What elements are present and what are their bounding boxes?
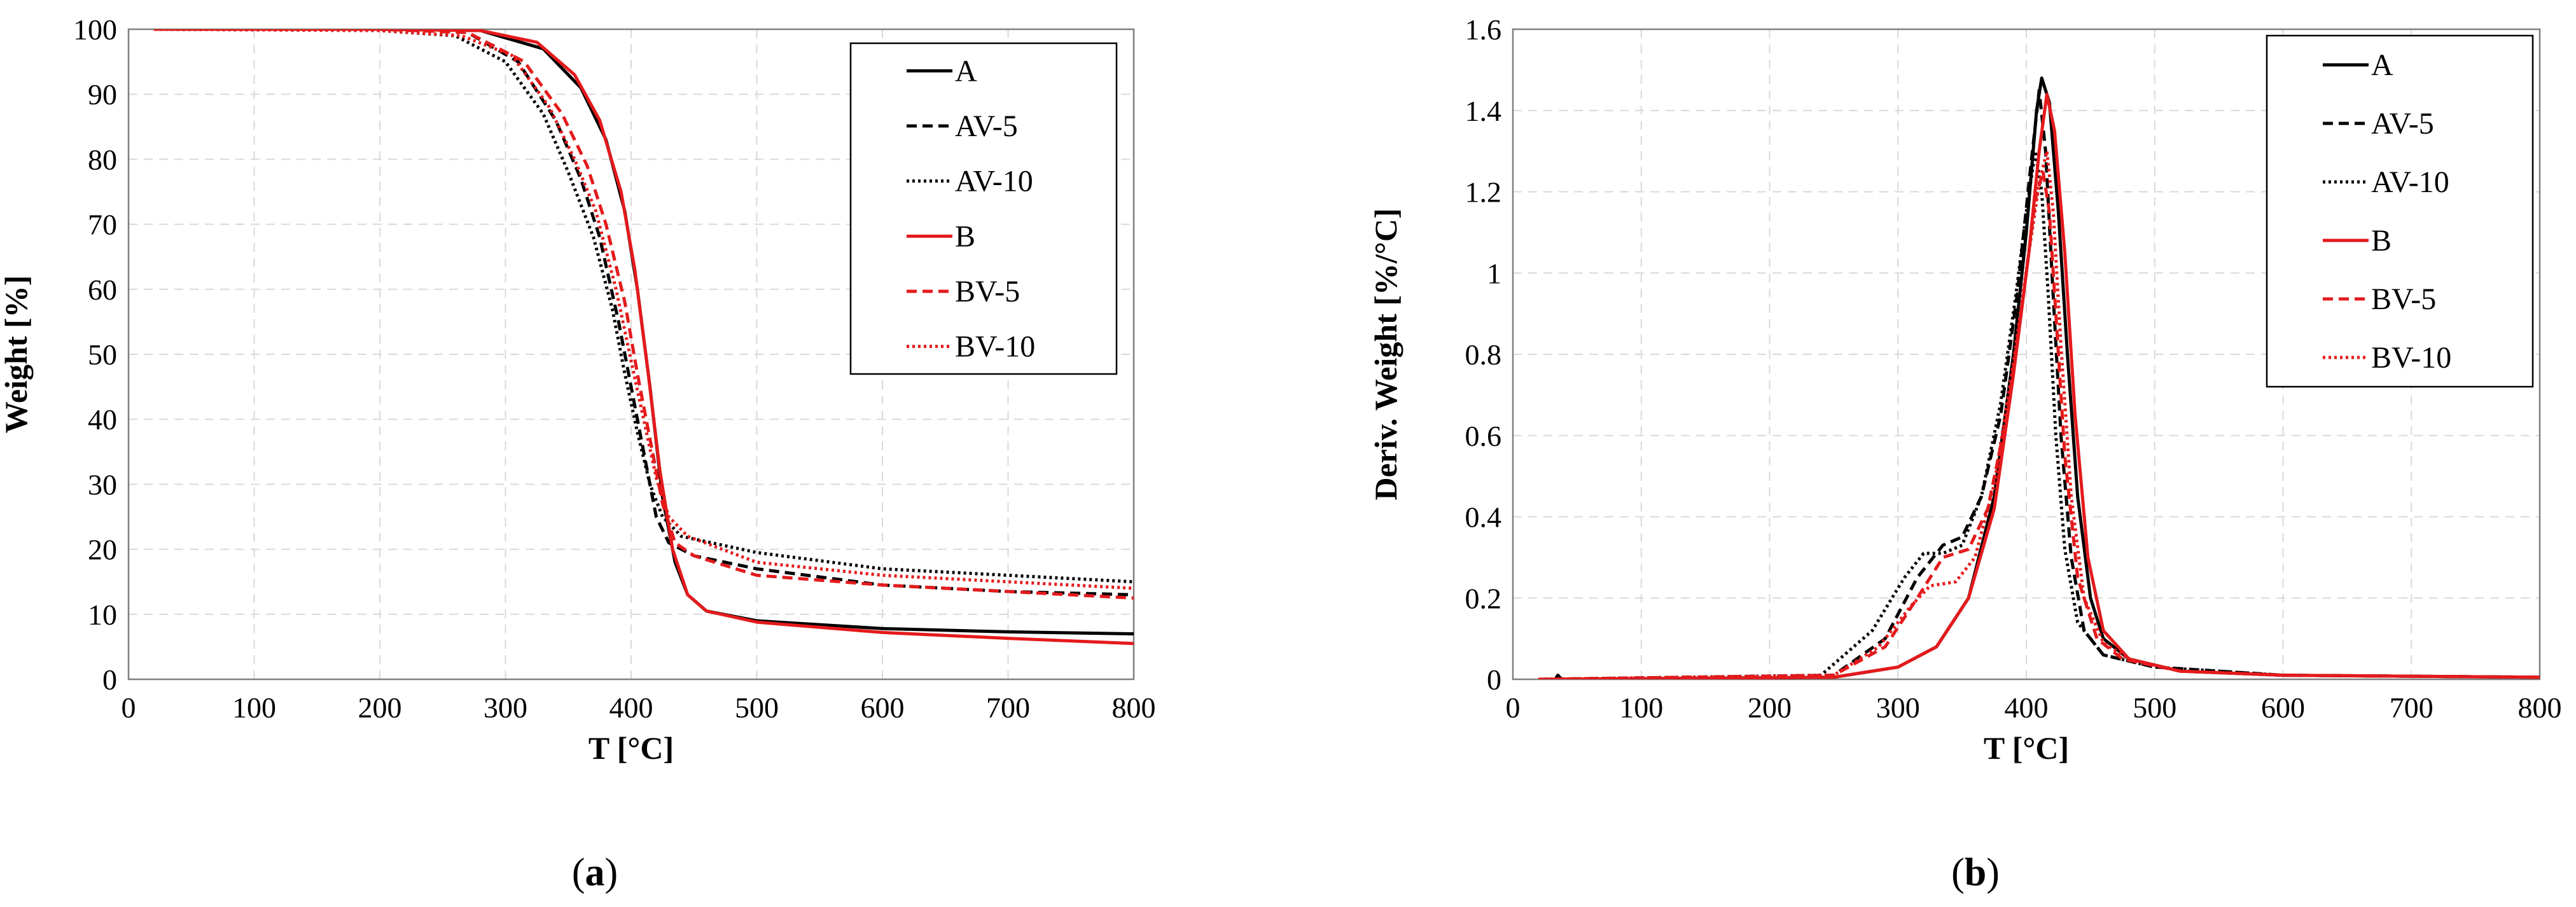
x-tick-label: 0 <box>1506 691 1521 724</box>
legend-label: B <box>955 219 975 253</box>
legend-label: AV-10 <box>955 165 1033 198</box>
y-axis-label: Deriv. Weight [%/°C] <box>1368 208 1403 500</box>
x-tick-label: 800 <box>1112 691 1156 724</box>
y-tick-label: 0.8 <box>1465 338 1502 371</box>
y-tick-label: 0.2 <box>1465 582 1502 614</box>
x-tick-label: 100 <box>1619 691 1663 724</box>
series-line-av-5 <box>1538 88 2540 679</box>
y-tick-label: 0 <box>102 663 117 696</box>
caption-close: ) <box>605 851 618 894</box>
x-tick-label: 800 <box>2518 691 2562 724</box>
legend-label: AV-10 <box>2371 165 2449 199</box>
legend-label: A <box>2371 48 2393 82</box>
legend-label: BV-10 <box>2371 341 2451 375</box>
caption-open: ( <box>572 851 585 894</box>
y-tick-label: 30 <box>88 468 117 501</box>
x-tick-label: 600 <box>2261 691 2305 724</box>
series-line-bv-10 <box>153 29 1134 590</box>
x-tick-label: 700 <box>2390 691 2433 724</box>
legend-label: A <box>955 54 977 88</box>
x-tick-label: 400 <box>609 691 653 724</box>
legend-label: AV-5 <box>2371 107 2434 141</box>
y-axis-label: Weight [%] <box>0 275 34 434</box>
plot-frame <box>127 28 1135 681</box>
series-line-av-10 <box>1538 149 2540 679</box>
panel-caption: (a) <box>572 851 618 894</box>
series-line-av-10 <box>153 29 1134 584</box>
chart-panel-a: 0 100 200 300 400 500 600 700 800 0 10 20 30 40 50 60 70… <box>0 13 1156 894</box>
legend-label: AV-5 <box>955 109 1018 143</box>
x-axis-label: T [°C] <box>1984 730 2069 766</box>
x-tick-label: 500 <box>2133 691 2176 724</box>
x-tick-label: 300 <box>1876 691 1920 724</box>
y-tick-label: 80 <box>88 143 117 176</box>
x-tick-label: 600 <box>861 691 905 724</box>
y-tick-label: 40 <box>88 403 117 436</box>
y-tick-label: 50 <box>88 338 117 371</box>
series-line-bv-5 <box>153 29 1134 600</box>
plot-frame <box>1512 28 2541 681</box>
x-tick-label: 700 <box>986 691 1030 724</box>
x-tick-label: 400 <box>2005 691 2049 724</box>
y-tick-label: 1 <box>1487 257 1501 289</box>
y-tick-label: 70 <box>88 209 117 241</box>
y-tick-label: 1.4 <box>1465 95 1502 127</box>
chart-panel-b: 0 100 200 300 400 500 600 700 800 0 0.2 0.4 0.6 0.8 1 1… <box>1368 13 2562 894</box>
y-tick-label: 1.2 <box>1465 176 1502 209</box>
x-tick-label: 500 <box>735 691 779 724</box>
caption-open: ( <box>1951 851 1965 894</box>
y-tick-label: 0 <box>1487 663 1501 696</box>
x-tick-label: 200 <box>1748 691 1792 724</box>
y-tick-label: 60 <box>88 273 117 306</box>
panel-caption: (b) <box>1951 851 2000 894</box>
y-tick-label: 0.4 <box>1465 501 1502 534</box>
caption-close: ) <box>1986 851 2000 894</box>
series-line-b <box>153 29 1134 646</box>
legend-box <box>2266 34 2534 388</box>
y-tick-label: 10 <box>88 599 117 631</box>
x-axis-label: T [°C] <box>588 730 674 766</box>
y-tick-label: 100 <box>73 13 117 46</box>
legend-box <box>849 42 1118 375</box>
series-line-bv-10 <box>1538 149 2540 679</box>
x-tick-label: 200 <box>358 691 402 724</box>
legend-label: BV-5 <box>955 275 1020 308</box>
legend-label: BV-10 <box>955 330 1035 364</box>
series-line-bv-5 <box>1538 170 2540 679</box>
x-tick-label: 300 <box>484 691 527 724</box>
legend-label: B <box>2371 224 2392 258</box>
y-tick-label: 90 <box>88 78 117 111</box>
legend-label: BV-5 <box>2371 282 2436 316</box>
y-tick-label: 1.6 <box>1465 13 1502 46</box>
x-tick-label: 100 <box>232 691 276 724</box>
x-tick-label: 0 <box>122 691 136 724</box>
y-tick-label: 20 <box>88 534 117 566</box>
y-tick-label: 0.6 <box>1465 420 1502 452</box>
caption-letter: b <box>1965 851 1986 894</box>
caption-letter: a <box>585 851 605 894</box>
